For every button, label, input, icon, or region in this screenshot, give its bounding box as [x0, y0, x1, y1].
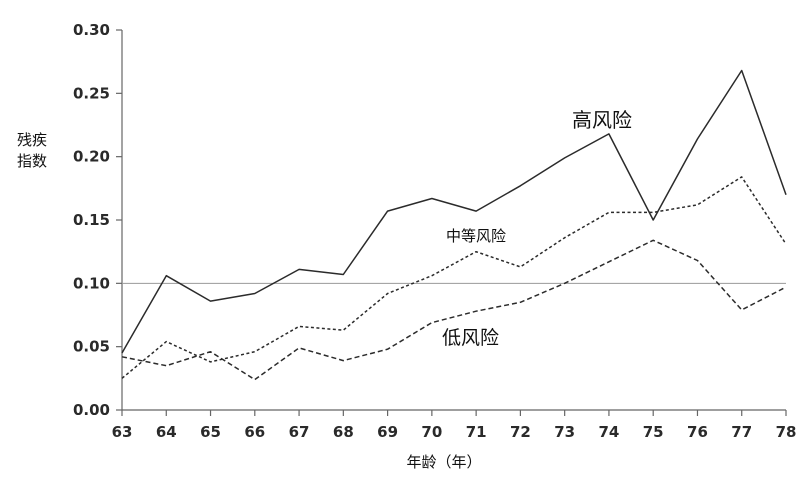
- x-tick-label: 76: [687, 423, 708, 441]
- y-tick-label: 0.25: [73, 84, 110, 102]
- x-tick-label: 73: [554, 423, 575, 441]
- y-tick-label: 0.15: [73, 211, 110, 229]
- series-lines: [121, 69, 787, 381]
- y-tick-label: 0.00: [73, 401, 110, 419]
- x-tick-label: 69: [377, 423, 398, 441]
- y-axis-title-line-1: 残疾: [17, 131, 47, 149]
- y-tick-label: 0.20: [73, 148, 110, 166]
- x-tick-label: 67: [289, 423, 310, 441]
- x-tick-label: 75: [643, 423, 664, 441]
- x-tick-label: 63: [112, 423, 133, 441]
- series-label-low-risk: 低风险: [442, 327, 499, 349]
- y-tick-label: 0.30: [73, 21, 110, 39]
- x-tick-label: 71: [466, 423, 487, 441]
- x-axis-title: 年龄（年）: [406, 453, 481, 471]
- x-tick-label: 70: [421, 423, 442, 441]
- series-line-high-risk: [121, 69, 787, 354]
- series-line-low-risk: [121, 239, 787, 381]
- x-tick-label: 78: [776, 423, 797, 441]
- series-label-medium-risk: 中等风险: [446, 227, 506, 245]
- y-tick-label: 0.05: [73, 338, 110, 356]
- y-tick-label: 0.10: [73, 274, 110, 292]
- x-tick-label: 64: [156, 423, 177, 441]
- axis-ticks: 0.00 0.05 0.10 0.15 0.20 0.25 0.30 63 64 65 66 67 68…: [73, 21, 796, 441]
- x-tick-label: 68: [333, 423, 354, 441]
- x-tick-label: 77: [731, 423, 752, 441]
- x-tick-label: 65: [200, 423, 221, 441]
- series-line-medium-risk: [121, 176, 787, 379]
- x-tick-label: 74: [598, 423, 619, 441]
- y-axis-title-line-2: 指数: [17, 152, 47, 170]
- series-label-high-risk: 高风险: [572, 108, 632, 132]
- x-tick-label: 66: [244, 423, 265, 441]
- x-tick-label: 72: [510, 423, 531, 441]
